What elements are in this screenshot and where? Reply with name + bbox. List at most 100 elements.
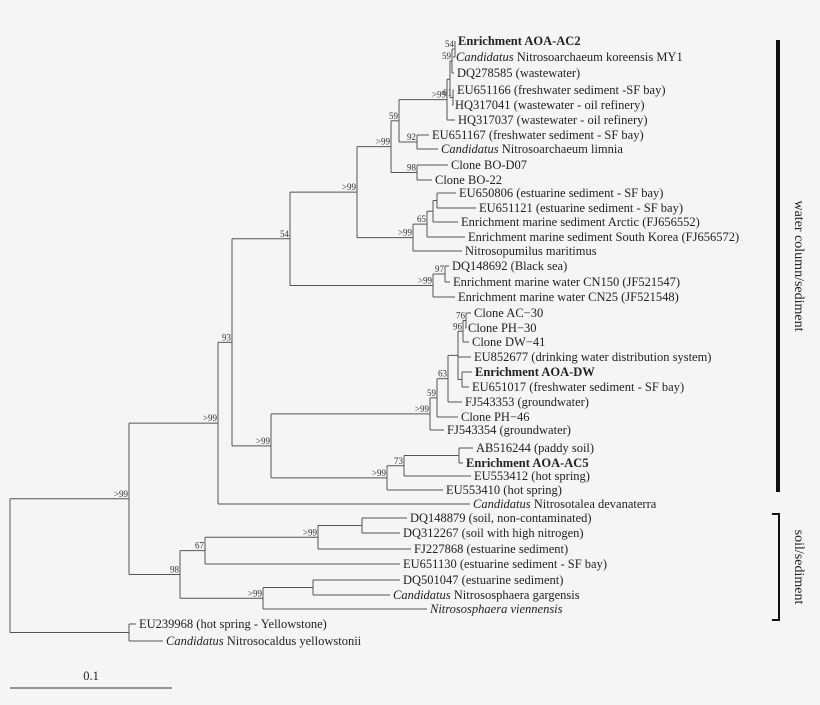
clade-bracket-water-column: water column/sediment [776,40,806,492]
support-value: >99 [203,413,218,423]
taxon-name: DQ501047 (estuarine sediment) [403,573,563,587]
support-value: 96 [453,321,463,331]
leaf-label: FJ227868 (estuarine sediment) [414,542,568,556]
genus-prefix: Candidatus [441,142,499,156]
taxon-name: Enrichment AOA-DW [475,365,595,379]
leaf-label: Clone AC−30 [474,306,543,320]
support-value: >99 [114,489,129,499]
taxon-name: DQ148692 (Black sea) [452,259,567,273]
leaf-label: Clone BO-D07 [451,158,527,172]
leaf-label: Enrichment marine water CN150 (JF521547) [453,275,680,289]
genus-prefix: Candidatus [166,634,224,648]
taxon-name: Nitrosopumilus maritimus [465,244,597,258]
leaf-label: Candidatus Nitrosocaldus yellowstonii [166,634,362,648]
support-value: 59 [427,388,437,398]
leaf-label: EU651167 (freshwater sediment - SF bay) [432,128,644,142]
leaf-label: DQ278585 (wastewater) [457,66,580,80]
genus-prefix: Candidatus [456,50,514,64]
support-value: 98 [407,163,417,173]
support-value: >99 [372,468,387,478]
leaf-label: Enrichment AOA-AC5 [466,456,589,470]
taxon-name: Clone BO-D07 [451,158,527,172]
support-value: 93 [222,332,232,342]
taxon-name: Clone PH−30 [468,321,537,335]
taxon-name: DQ148879 (soil, non-contaminated) [410,511,592,525]
leaf-label: DQ148879 (soil, non-contaminated) [410,511,592,525]
taxon-name: Nitrosocaldus yellowstonii [224,634,362,648]
leaf-label: EU650806 (estuarine sediment - SF bay) [459,186,663,200]
support-values: 545961>99925998>9965>99>9997>99547696635… [114,39,466,598]
leaf-label: Candidatus Nitrososphaera gargensis [393,588,580,602]
taxon-name: FJ543354 (groundwater) [447,423,571,437]
taxon-name: Nitrososphaera gargensis [451,588,580,602]
leaf-label: AB516244 (paddy soil) [476,441,594,455]
leaf-label: Enrichment AOA-AC2 [458,34,581,48]
leaf-label: EU651130 (estuarine sediment - SF bay) [403,557,607,571]
taxon-name: EU553412 (hot spring) [474,469,590,483]
support-value: >99 [248,588,263,598]
taxon-name: Enrichment marine sediment Arctic (FJ656… [461,215,700,229]
support-value: 92 [407,132,416,142]
leaf-label: FJ543354 (groundwater) [447,423,571,437]
leaf-label: Nitrosopumilus maritimus [465,244,597,258]
leaf-label: Enrichment marine sediment Arctic (FJ656… [461,215,700,229]
genus-prefix: Candidatus [393,588,451,602]
genus-prefix: Candidatus [473,497,531,511]
leaf-label: Candidatus Nitrosoarchaeum koreensis MY1 [456,50,683,64]
taxon-name: EU651017 (freshwater sediment - SF bay) [472,380,684,394]
taxon-name: Nitrosoarchaeum limnia [499,142,624,156]
support-value: 63 [438,369,448,379]
clade-label-soil: soil/sediment [791,530,806,605]
taxon-name: Nitrosoarchaeum koreensis MY1 [514,50,683,64]
leaf-label: HQ317041 (wastewater - oil refinery) [455,98,645,112]
leaf-label: Clone PH−46 [461,410,530,424]
leaf-label: FJ543353 (groundwater) [465,395,589,409]
taxon-name: Clone BO-22 [435,173,502,187]
support-value: >99 [418,276,433,286]
leaf-label: EU852677 (drinking water distribution sy… [474,350,711,364]
taxon-name: HQ317037 (wastewater - oil refinery) [458,113,648,127]
support-value: 76 [456,311,466,321]
scale-bar: 0.1 [10,669,172,689]
leaf-label: Clone BO-22 [435,173,502,187]
leaf-label: EU651166 (freshwater sediment -SF bay) [457,83,666,97]
leaf-labels: Enrichment AOA-AC2 Candidatus Nitrosoarch… [139,34,739,648]
support-value: >99 [432,90,447,100]
leaf-label: Nitrososphaera viennensis [429,602,563,616]
taxon-name: AB516244 (paddy soil) [476,441,594,455]
taxon-name: DQ312267 (soil with high nitrogen) [403,526,584,540]
support-value: 65 [417,214,427,224]
leaf-label: EU239968 (hot spring - Yellowstone) [139,617,327,631]
taxon-name: Enrichment AOA-AC5 [466,456,589,470]
leaf-label: DQ148692 (Black sea) [452,259,567,273]
taxon-name: EU651130 (estuarine sediment - SF bay) [403,557,607,571]
leaf-label: EU553412 (hot spring) [474,469,590,483]
taxon-name: Enrichment AOA-AC2 [458,34,581,48]
leaf-label: EU553410 (hot spring) [446,483,562,497]
leaf-label: HQ317037 (wastewater - oil refinery) [458,113,648,127]
support-value: 61 [443,88,452,98]
taxon-name: EU651166 (freshwater sediment -SF bay) [457,83,666,97]
clade-label-water-column: water column/sediment [791,200,806,331]
clade-bracket-soil: soil/sediment [772,513,806,621]
support-value: >99 [303,527,318,537]
support-value: >99 [256,436,271,446]
taxon-name: Clone DW−41 [472,335,545,349]
leaf-label: EU651017 (freshwater sediment - SF bay) [472,380,684,394]
support-value: 98 [170,564,180,574]
scale-label: 0.1 [83,669,99,683]
taxon-name: EU651121 (estuarine sediment - SF bay) [479,201,683,215]
leaf-label: Enrichment marine water CN25 (JF521548) [458,290,679,304]
support-value: 73 [394,456,404,466]
taxon-name: HQ317041 (wastewater - oil refinery) [455,98,645,112]
taxon-name: DQ278585 (wastewater) [457,66,580,80]
support-value: >99 [415,404,430,414]
taxon-name: Nitrosotalea devanaterra [531,497,657,511]
support-value: 97 [435,264,445,274]
leaf-label: Clone DW−41 [472,335,545,349]
leaf-label: Clone PH−30 [468,321,537,335]
support-value: 67 [195,541,205,551]
leaf-label: Candidatus Nitrosotalea devanaterra [473,497,657,511]
support-value: 54 [280,229,290,239]
